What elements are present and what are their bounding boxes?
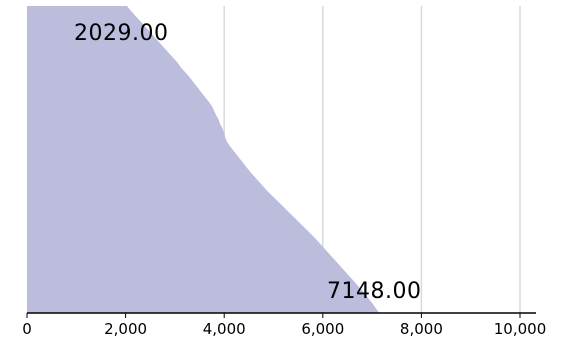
x-tick-label-3: 6,000: [301, 320, 344, 338]
x-tick-label-1: 2,000: [104, 320, 147, 338]
x-tick-label-0: 0: [22, 320, 32, 338]
area-series: [27, 6, 380, 313]
area-fill: [27, 6, 380, 313]
x-axis-ticks: 0 2,000 4,000 6,000 8,000 10,000: [22, 313, 546, 338]
data-label-first: 2029.00: [74, 21, 168, 46]
x-tick-label-5: 10,000: [494, 320, 547, 338]
data-label-last: 7148.00: [327, 279, 421, 304]
data-labels: 2029.00 7148.00: [74, 21, 421, 304]
x-tick-label-2: 4,000: [203, 320, 246, 338]
x-tick-label-4: 8,000: [400, 320, 443, 338]
